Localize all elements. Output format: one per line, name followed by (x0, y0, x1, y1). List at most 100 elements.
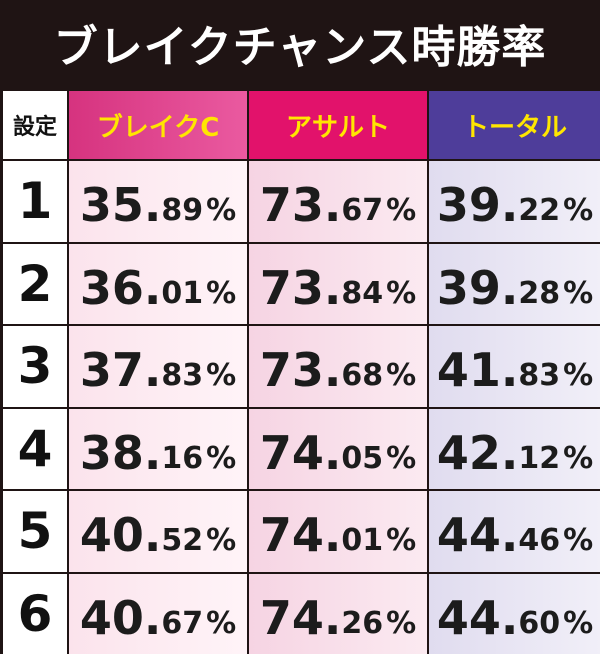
percent-sign: % (563, 279, 593, 309)
break-chance-value: 35.89% (80, 174, 236, 228)
assault-value: 74.01% (260, 504, 416, 558)
break-chance-value: 40.52% (80, 504, 236, 558)
break-chance-value: 38.16% (80, 422, 236, 476)
assault-value: 73.84% (260, 257, 416, 311)
value-decimal: 68 (341, 361, 383, 391)
assault-value-cell: 74.01% (249, 491, 427, 572)
setting-cell: 3 (3, 326, 67, 407)
value-decimal: 67 (341, 196, 383, 226)
break-chance-value-cell: 37.83% (69, 326, 247, 407)
percent-sign: % (206, 444, 236, 474)
total-value: 39.28% (437, 257, 593, 311)
assault-value-cell: 74.26% (249, 574, 427, 654)
break-chance-value: 40.67% (80, 587, 236, 641)
total-value: 44.46% (437, 504, 593, 558)
total-value: 39.22% (437, 174, 593, 228)
percent-sign: % (206, 526, 236, 556)
percent-sign: % (206, 279, 236, 309)
value-decimal: 84 (341, 279, 383, 309)
break-chance-value-cell: 35.89% (69, 161, 247, 242)
header-setting: 設定 (3, 91, 67, 159)
percent-sign: % (563, 444, 593, 474)
percent-sign: % (206, 609, 236, 639)
value-integer: 74. (260, 512, 342, 558)
value-decimal: 60 (518, 609, 560, 639)
value-integer: 38. (80, 430, 162, 476)
value-decimal: 12 (518, 444, 560, 474)
header-total: トータル (429, 91, 600, 159)
value-decimal: 46 (518, 526, 560, 556)
setting-cell: 1 (3, 161, 67, 242)
break-chance-value: 37.83% (80, 339, 236, 393)
percent-sign: % (563, 609, 593, 639)
value-decimal: 28 (518, 279, 560, 309)
total-value-cell: 39.28% (429, 244, 600, 325)
total-value-cell: 39.22% (429, 161, 600, 242)
percent-sign: % (563, 361, 593, 391)
percent-sign: % (206, 196, 236, 226)
value-decimal: 83 (161, 361, 203, 391)
value-integer: 73. (260, 265, 342, 311)
value-decimal: 89 (161, 196, 203, 226)
setting-cell: 6 (3, 574, 67, 654)
value-integer: 35. (80, 182, 162, 228)
value-decimal: 26 (341, 609, 383, 639)
value-decimal: 01 (341, 526, 383, 556)
percent-sign: % (563, 526, 593, 556)
value-integer: 40. (80, 512, 162, 558)
setting-cell: 2 (3, 244, 67, 325)
assault-value: 74.05% (260, 422, 416, 476)
break-chance-value-cell: 38.16% (69, 409, 247, 490)
total-value: 44.60% (437, 587, 593, 641)
value-integer: 73. (260, 347, 342, 393)
value-decimal: 01 (161, 279, 203, 309)
value-decimal: 22 (518, 196, 560, 226)
assault-value-cell: 73.68% (249, 326, 427, 407)
total-value-cell: 41.83% (429, 326, 600, 407)
page-title: ブレイクチャンス時勝率 (0, 0, 600, 86)
value-decimal: 83 (518, 361, 560, 391)
assault-value-cell: 73.67% (249, 161, 427, 242)
value-integer: 41. (437, 347, 519, 393)
total-value: 41.83% (437, 339, 593, 393)
break-chance-value-cell: 40.67% (69, 574, 247, 654)
assault-value: 73.67% (260, 174, 416, 228)
value-decimal: 67 (161, 609, 203, 639)
header-break-chance: ブレイクC (69, 91, 247, 159)
value-integer: 39. (437, 182, 519, 228)
header-assault: アサルト (249, 91, 427, 159)
percent-sign: % (386, 444, 416, 474)
percent-sign: % (206, 361, 236, 391)
assault-value-cell: 74.05% (249, 409, 427, 490)
setting-cell: 5 (3, 491, 67, 572)
value-decimal: 05 (341, 444, 383, 474)
total-value-cell: 42.12% (429, 409, 600, 490)
percent-sign: % (386, 361, 416, 391)
value-integer: 37. (80, 347, 162, 393)
percent-sign: % (386, 526, 416, 556)
value-integer: 73. (260, 182, 342, 228)
value-integer: 40. (80, 595, 162, 641)
value-decimal: 52 (161, 526, 203, 556)
assault-value-cell: 73.84% (249, 244, 427, 325)
percent-sign: % (386, 279, 416, 309)
setting-cell: 4 (3, 409, 67, 490)
assault-value: 74.26% (260, 587, 416, 641)
value-integer: 74. (260, 430, 342, 476)
assault-value: 73.68% (260, 339, 416, 393)
total-value: 42.12% (437, 422, 593, 476)
total-value-cell: 44.46% (429, 491, 600, 572)
break-chance-value-cell: 40.52% (69, 491, 247, 572)
value-integer: 42. (437, 430, 519, 476)
percent-sign: % (563, 196, 593, 226)
percent-sign: % (386, 196, 416, 226)
value-integer: 74. (260, 595, 342, 641)
break-chance-value-cell: 36.01% (69, 244, 247, 325)
total-value-cell: 44.60% (429, 574, 600, 654)
value-integer: 36. (80, 265, 162, 311)
value-integer: 44. (437, 595, 519, 641)
value-integer: 44. (437, 512, 519, 558)
value-decimal: 16 (161, 444, 203, 474)
